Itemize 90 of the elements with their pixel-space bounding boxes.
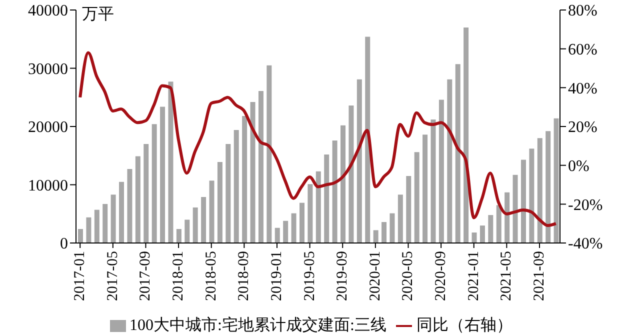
bar bbox=[258, 90, 264, 243]
bar bbox=[348, 106, 354, 243]
x-tick-label: 2019-09 bbox=[334, 251, 351, 301]
y2-tick-label: 40% bbox=[568, 80, 598, 98]
bar bbox=[160, 106, 166, 243]
bar bbox=[488, 215, 494, 243]
bar bbox=[176, 229, 182, 243]
bar bbox=[406, 176, 412, 243]
bar bbox=[168, 82, 174, 243]
bar bbox=[316, 171, 321, 243]
x-tick-label: 2018-01 bbox=[170, 251, 187, 301]
bar bbox=[135, 156, 140, 243]
x-tick-label: 2018-09 bbox=[236, 251, 252, 301]
bar bbox=[266, 65, 272, 243]
x-tick-label: 2017-05 bbox=[104, 251, 121, 301]
bar bbox=[86, 217, 92, 243]
y2-tick-label: -20% bbox=[568, 196, 603, 214]
x-tick-label: 2017-09 bbox=[138, 251, 154, 301]
bar bbox=[94, 210, 100, 243]
bar bbox=[356, 79, 362, 243]
x-tick-label: 2017-01 bbox=[72, 251, 88, 301]
x-tick-label: 2020-05 bbox=[400, 251, 416, 301]
y2-tick-label: 0% bbox=[568, 158, 590, 176]
bar bbox=[414, 152, 420, 243]
bar bbox=[464, 27, 469, 243]
bar bbox=[537, 138, 542, 243]
bar bbox=[430, 120, 436, 243]
x-tick-label: 2020-01 bbox=[367, 251, 384, 301]
bar bbox=[455, 64, 460, 243]
bar bbox=[127, 169, 132, 243]
bar bbox=[373, 230, 378, 243]
bar bbox=[496, 205, 502, 243]
bar bbox=[78, 229, 83, 243]
bar bbox=[554, 118, 559, 243]
bar bbox=[504, 192, 510, 243]
x-tick-label: 2021-01 bbox=[466, 251, 482, 301]
legend-label: 100大中城市:宅地累计成交建面:三线 bbox=[130, 317, 386, 334]
bar bbox=[398, 194, 403, 243]
y-tick-label: 30000 bbox=[28, 60, 68, 78]
bar bbox=[226, 144, 231, 243]
bar bbox=[340, 125, 346, 243]
bar bbox=[102, 204, 108, 243]
y-tick-label: 20000 bbox=[28, 119, 68, 136]
line-series bbox=[78, 51, 558, 228]
x-tick-label: 2019-05 bbox=[302, 251, 318, 301]
x-tick-label: 2021-09 bbox=[531, 251, 548, 301]
bar bbox=[512, 174, 518, 243]
bar bbox=[472, 232, 477, 243]
bar bbox=[250, 102, 256, 243]
bar bbox=[447, 79, 452, 243]
y2-tick-label: 80% bbox=[568, 2, 598, 20]
bar bbox=[480, 226, 485, 243]
y2-tick-label: -40% bbox=[568, 236, 603, 253]
y2-tick-label: 60% bbox=[568, 42, 598, 59]
bar bbox=[422, 134, 428, 243]
x-tick-label: 2021-05 bbox=[498, 251, 515, 301]
bar bbox=[110, 194, 116, 243]
bar bbox=[201, 196, 206, 243]
y-tick-label: 0 bbox=[60, 236, 68, 253]
bar bbox=[234, 130, 239, 243]
y2-tick-label: 20% bbox=[568, 119, 598, 136]
bar bbox=[324, 154, 330, 243]
y-tick-label: 10000 bbox=[28, 177, 68, 194]
bar bbox=[520, 160, 526, 243]
bar bbox=[242, 116, 248, 243]
y-axis-title: 万平 bbox=[82, 5, 114, 25]
bar bbox=[152, 124, 157, 243]
bar bbox=[546, 131, 551, 243]
bar bbox=[119, 182, 124, 243]
x-tick-label: 2020-09 bbox=[433, 251, 450, 301]
bar bbox=[529, 148, 534, 243]
bar bbox=[299, 202, 304, 243]
bar bbox=[365, 36, 370, 243]
bar bbox=[274, 228, 280, 243]
bar bbox=[291, 213, 296, 243]
bar bbox=[308, 184, 313, 243]
bar bbox=[192, 207, 198, 243]
bar bbox=[438, 100, 444, 243]
bar bbox=[283, 220, 288, 243]
bar bbox=[209, 180, 214, 243]
y-tick-label: 40000 bbox=[28, 2, 68, 20]
x-tick-label: 2018-05 bbox=[203, 251, 220, 301]
x-tick-label: 2019-01 bbox=[268, 251, 285, 301]
bar bbox=[390, 213, 395, 243]
bar bbox=[144, 144, 149, 243]
bar bbox=[332, 140, 338, 243]
bar bbox=[217, 162, 222, 243]
bar bbox=[382, 222, 387, 243]
legend-label: 同比（右轴） bbox=[416, 317, 512, 334]
bar bbox=[184, 220, 190, 243]
